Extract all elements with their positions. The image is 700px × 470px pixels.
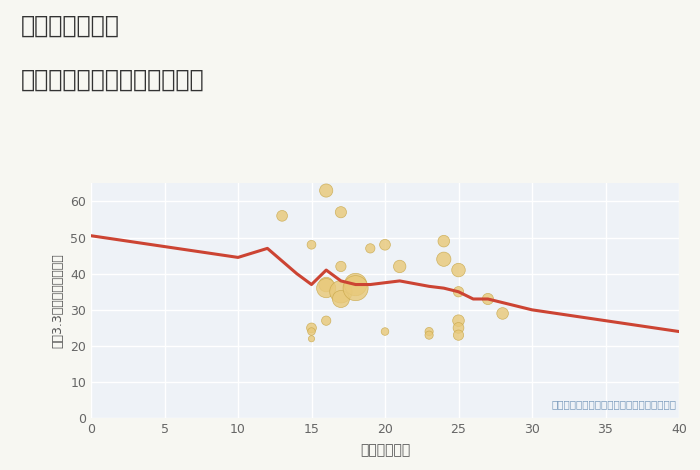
Point: [453, 331, 464, 339]
Point: [335, 263, 346, 270]
Point: [350, 284, 361, 292]
Point: [321, 187, 332, 194]
Point: [482, 295, 493, 303]
Point: [335, 295, 346, 303]
Point: [379, 241, 391, 249]
Point: [365, 244, 376, 252]
Point: [394, 263, 405, 270]
Point: [424, 328, 435, 335]
Point: [335, 209, 346, 216]
Point: [306, 335, 317, 343]
Point: [321, 317, 332, 324]
Point: [306, 324, 317, 332]
Point: [276, 212, 288, 219]
Point: [335, 288, 346, 296]
Y-axis label: 坪（3.3㎡）単価（万円）: 坪（3.3㎡）単価（万円）: [52, 253, 64, 348]
Point: [438, 237, 449, 245]
Point: [453, 317, 464, 324]
Text: 奈良県耳成駅の: 奈良県耳成駅の: [21, 14, 120, 38]
Point: [453, 288, 464, 296]
Point: [453, 324, 464, 332]
Point: [321, 281, 332, 288]
X-axis label: 築年数（年）: 築年数（年）: [360, 443, 410, 457]
Point: [438, 256, 449, 263]
Point: [379, 328, 391, 335]
Point: [306, 241, 317, 249]
Point: [306, 328, 317, 335]
Text: 築年数別中古マンション価格: 築年数別中古マンション価格: [21, 68, 204, 92]
Point: [453, 266, 464, 274]
Text: 円の大きさは、取引のあった物件面積を示す: 円の大きさは、取引のあった物件面積を示す: [551, 399, 676, 409]
Point: [497, 310, 508, 317]
Point: [321, 284, 332, 292]
Point: [350, 281, 361, 288]
Point: [424, 331, 435, 339]
